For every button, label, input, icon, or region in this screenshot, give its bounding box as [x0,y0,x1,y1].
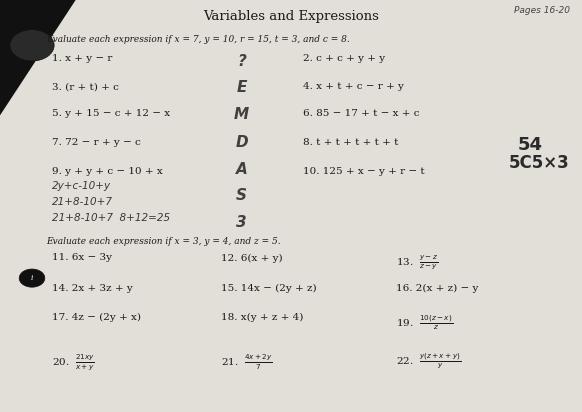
Text: A: A [236,162,247,176]
Text: 10. 125 + x − y + r − t: 10. 125 + x − y + r − t [303,167,424,176]
Text: 3: 3 [236,215,247,230]
Text: 8. t + t + t + t + t: 8. t + t + t + t + t [303,138,398,147]
Text: E: E [236,80,247,95]
Polygon shape [0,0,76,115]
Text: 7. 72 − r + y − c: 7. 72 − r + y − c [52,138,141,147]
Circle shape [19,269,45,287]
Text: 6. 85 − 17 + t − x + c: 6. 85 − 17 + t − x + c [303,109,419,118]
Circle shape [10,30,54,61]
Text: 20.  $\frac{21xy}{x + y}$: 20. $\frac{21xy}{x + y}$ [52,352,95,372]
Text: M: M [234,107,249,122]
Text: 2. c + c + y + y: 2. c + c + y + y [303,54,385,63]
Text: 21+8-10+7  8+12=25: 21+8-10+7 8+12=25 [52,213,171,222]
Text: 13.  $\frac{y - z}{z - y}$: 13. $\frac{y - z}{z - y}$ [396,253,438,271]
Text: 12. 6(x + y): 12. 6(x + y) [221,253,283,262]
Text: 4. x + t + c − r + y: 4. x + t + c − r + y [303,82,403,91]
Text: Pages 16-20: Pages 16-20 [514,6,570,15]
Text: Evaluate each expression if x = 3, y = 4, and z = 5.: Evaluate each expression if x = 3, y = 4… [47,237,281,246]
Text: 3. (r + t) + c: 3. (r + t) + c [52,82,119,91]
Text: 21+8-10+7: 21+8-10+7 [52,197,113,207]
Text: 22.  $\frac{y(z + x + y)}{y}$: 22. $\frac{y(z + x + y)}{y}$ [396,352,461,371]
Text: 11. 6x − 3y: 11. 6x − 3y [52,253,112,262]
Text: 1. x + y − r: 1. x + y − r [52,54,113,63]
Text: 2y+c-10+y: 2y+c-10+y [52,181,112,191]
Text: 16. 2(x + z) − y: 16. 2(x + z) − y [396,284,478,293]
Text: 5C5×3: 5C5×3 [509,154,570,173]
Text: 18. x(y + z + 4): 18. x(y + z + 4) [221,313,304,322]
Text: 21.  $\frac{4x + 2y}{7}$: 21. $\frac{4x + 2y}{7}$ [221,352,273,372]
Text: Evaluate each expression if x = 7, y = 10, r = 15, t = 3, and c = 8.: Evaluate each expression if x = 7, y = 1… [47,35,350,44]
Text: D: D [235,135,248,150]
Text: 19.  $\frac{10(z - x)}{z}$: 19. $\frac{10(z - x)}{z}$ [396,313,453,332]
Text: 9. y + y + c − 10 + x: 9. y + y + c − 10 + x [52,167,163,176]
Text: 14. 2x + 3z + y: 14. 2x + 3z + y [52,284,133,293]
Text: i: i [31,274,33,282]
Text: 15. 14x − (2y + z): 15. 14x − (2y + z) [221,284,317,293]
Text: 54: 54 [518,136,543,154]
Text: ?: ? [237,54,246,69]
Text: S: S [236,188,247,203]
Text: 17. 4z − (2y + x): 17. 4z − (2y + x) [52,313,141,322]
Text: Variables and Expressions: Variables and Expressions [203,10,379,23]
Text: 5. y + 15 − c + 12 − x: 5. y + 15 − c + 12 − x [52,109,171,118]
